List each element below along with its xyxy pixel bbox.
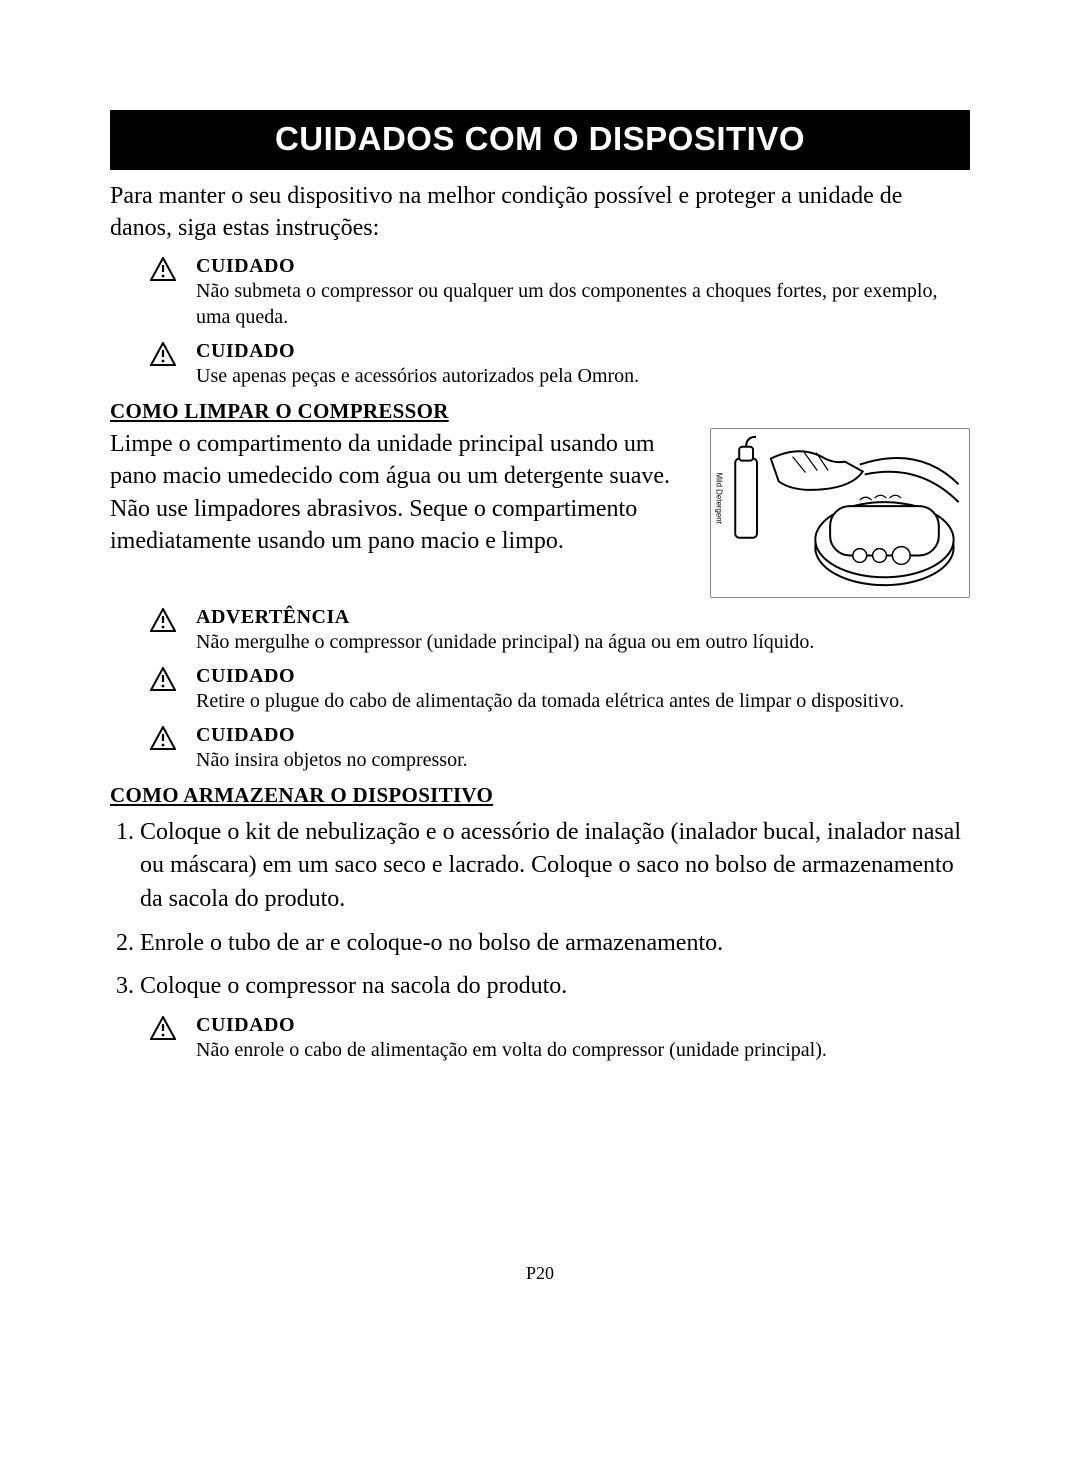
warning-triangle-icon	[150, 667, 176, 691]
warning-block-5: CUIDADO Não insira objetos no compressor…	[110, 724, 970, 773]
page-number: P20	[110, 1263, 970, 1284]
clean-row: Limpe o compartimento da unidade princip…	[110, 428, 970, 598]
warning-triangle-icon	[150, 726, 176, 750]
warning-triangle-icon	[150, 257, 176, 281]
warning-body: Retire o plugue do cabo de alimentação d…	[196, 688, 970, 714]
warning-body: Use apenas peças e acessórios autorizado…	[196, 363, 970, 389]
warning-label: CUIDADO	[196, 665, 970, 688]
section-head-clean: COMO LIMPAR O COMPRESSOR	[110, 399, 970, 424]
intro-paragraph: Para manter o seu dispositivo na melhor …	[110, 180, 970, 245]
page-title-text: CUIDADOS COM O DISPOSITIVO	[275, 120, 805, 157]
warning-label: CUIDADO	[196, 255, 970, 278]
warning-block-4: CUIDADO Retire o plugue do cabo de alime…	[110, 665, 970, 714]
warning-block-1: CUIDADO Não submeta o compressor ou qual…	[110, 255, 970, 330]
clean-body-text: Limpe o compartimento da unidade princip…	[110, 428, 692, 558]
warning-body: Não insira objetos no compressor.	[196, 747, 970, 773]
warning-body: Não enrole o cabo de alimentação em volt…	[196, 1037, 970, 1063]
compressor-cleaning-illustration: Mild Detergent	[710, 428, 970, 598]
storage-list: Coloque o kit de nebulização e o acessór…	[110, 816, 970, 1004]
bottle-label: Mild Detergent	[714, 472, 723, 524]
warning-triangle-icon	[150, 608, 176, 632]
warning-label: CUIDADO	[196, 724, 970, 747]
warning-block-3: ADVERTÊNCIA Não mergulhe o compressor (u…	[110, 606, 970, 655]
warning-label: CUIDADO	[196, 340, 970, 363]
page-title-bar: CUIDADOS COM O DISPOSITIVO	[110, 110, 970, 170]
warning-block-2: CUIDADO Use apenas peças e acessórios au…	[110, 340, 970, 389]
warning-body: Não mergulhe o compressor (unidade princ…	[196, 629, 970, 655]
warning-triangle-icon	[150, 342, 176, 366]
storage-item-1: Coloque o kit de nebulização e o acessór…	[140, 816, 970, 917]
storage-item-2: Enrole o tubo de ar e coloque-o no bolso…	[140, 927, 970, 961]
warning-block-6: CUIDADO Não enrole o cabo de alimentação…	[110, 1014, 970, 1063]
warning-triangle-icon	[150, 1016, 176, 1040]
warning-label: ADVERTÊNCIA	[196, 606, 970, 629]
storage-item-3: Coloque o compressor na sacola do produt…	[140, 970, 970, 1004]
warning-label: CUIDADO	[196, 1014, 970, 1037]
section-head-store: COMO ARMAZENAR O DISPOSITIVO	[110, 783, 970, 808]
warning-body: Não submeta o compressor ou qualquer um …	[196, 278, 970, 330]
